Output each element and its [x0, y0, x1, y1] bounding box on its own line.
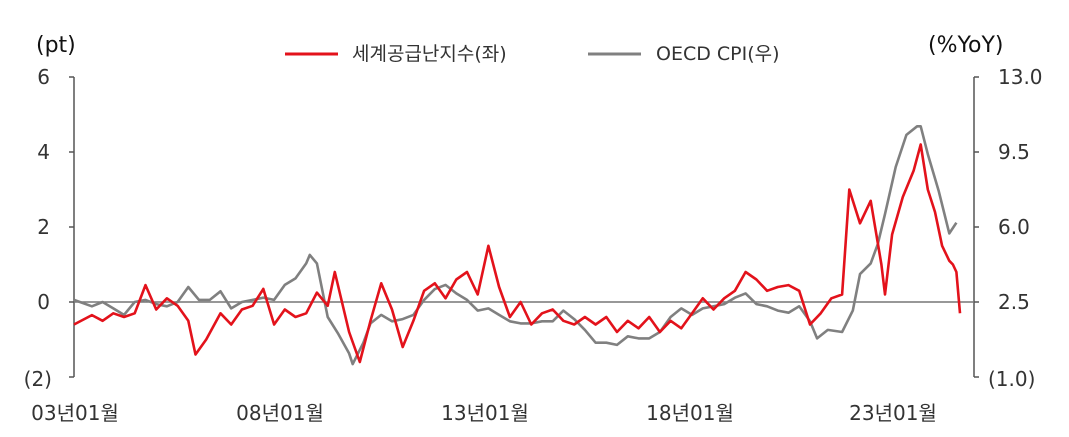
- right-axis-tick-label: 13.0: [998, 65, 1043, 89]
- right-axis: 13.0 9.5 6.0 2.5 (1.0): [973, 65, 1043, 391]
- right-axis-tick-label: 9.5: [998, 140, 1030, 164]
- series-line-oecd-cpi: [73, 125, 958, 366]
- x-axis-tick-label: 13년01월: [441, 401, 529, 425]
- right-axis-tick-label: (1.0): [988, 367, 1035, 391]
- right-axis-unit: (%YoY): [928, 33, 1004, 58]
- legend: 세계공급난지수(좌) OECD CPI(우): [285, 43, 780, 65]
- left-axis-tick-label: 4: [37, 140, 50, 164]
- right-axis-tick-label: 2.5: [998, 290, 1030, 314]
- x-axis-tick-label: 23년01월: [849, 401, 937, 425]
- plot-area: [73, 125, 962, 366]
- legend-label-series-1: 세계공급난지수(좌): [352, 43, 507, 65]
- left-axis-tick-label: 2: [37, 215, 50, 239]
- left-axis: 6 4 2 0 (2): [24, 65, 75, 391]
- x-axis-tick-label: 03년01월: [31, 401, 119, 425]
- left-axis-tick-label: 0: [37, 290, 50, 314]
- left-axis-tick-label: (2): [24, 367, 52, 391]
- legend-label-series-2: OECD CPI(우): [656, 43, 780, 65]
- x-axis: 03년01월 08년01월 13년01월 18년01월 23년01월: [31, 401, 937, 425]
- right-axis-tick-label: 6.0: [998, 215, 1030, 239]
- x-axis-tick-label: 18년01월: [646, 401, 734, 425]
- series-line-supply-index: [73, 143, 962, 364]
- left-axis-unit: (pt): [36, 33, 76, 58]
- x-axis-tick-label: 08년01월: [236, 401, 324, 425]
- left-axis-tick-label: 6: [37, 65, 50, 89]
